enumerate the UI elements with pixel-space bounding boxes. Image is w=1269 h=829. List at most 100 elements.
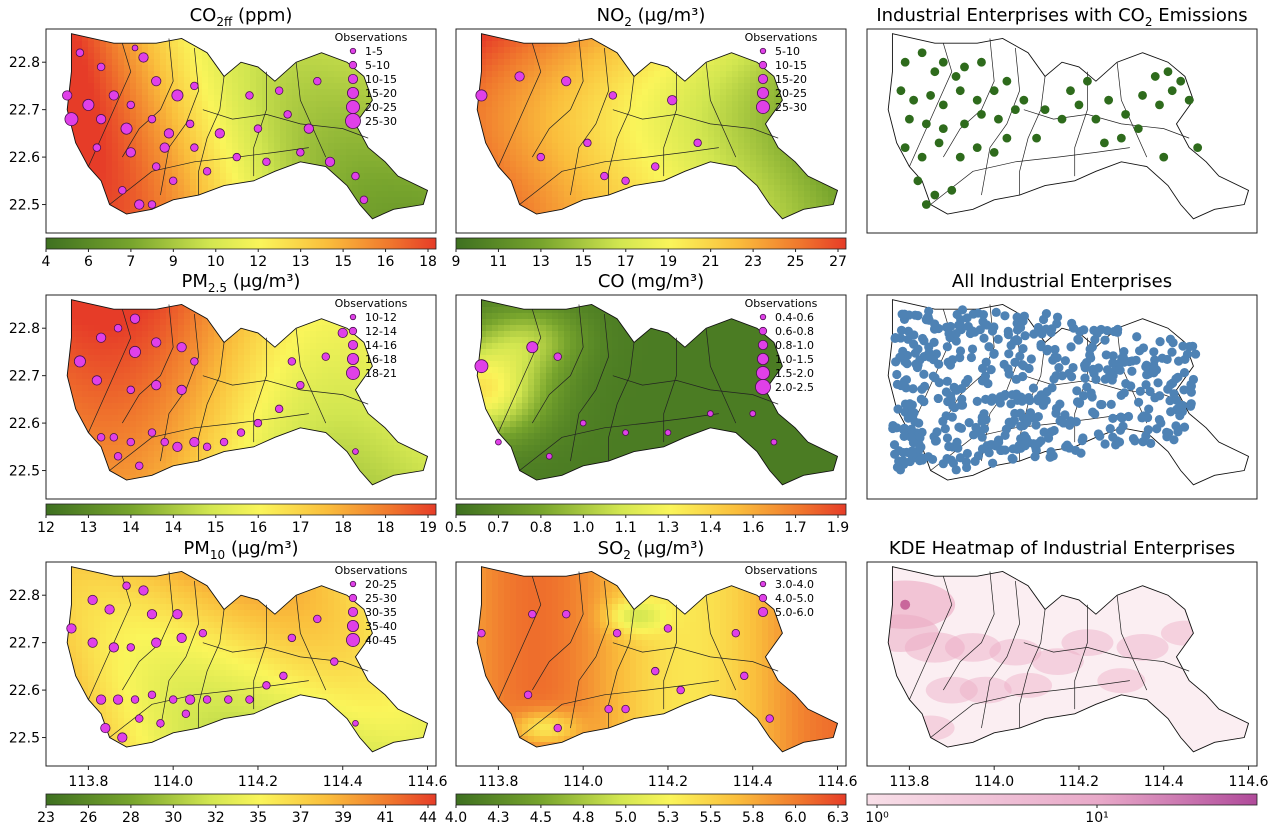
pm10-observation [130,695,140,704]
pm10-legend-label: 30-35 [365,606,397,619]
pm10-title: PM10 (μg/m³) [183,538,298,562]
co2ff-legend-marker [348,60,358,70]
pm10-district-boundary [160,580,199,729]
no2-observation [621,176,630,186]
co2ff-panel [42,28,437,252]
industrial_co2-point [977,109,986,119]
industrial_all-point [987,440,997,450]
y-tick-label: 22.6 [9,150,40,166]
kde-colorbar-tick: 10¹ [1085,810,1108,826]
industrial_co2-district-boundary [1019,76,1046,196]
y-tick-label: 22.6 [9,416,40,432]
industrial_co2-point [900,143,910,153]
x-tick-label: 114.4 [1144,774,1184,790]
industrial_all-point [1015,351,1025,361]
pm25-colorbar [45,503,437,516]
industrial_all-point [1186,387,1196,397]
no2-legend-marker [758,60,768,70]
industrial_all-point [1155,391,1165,401]
no2-colorbar-tick: 9 [452,254,461,270]
kde-district-boundary [1023,642,1190,672]
no2-legend-marker [756,100,770,114]
industrial_all-point [947,355,958,365]
x-tick-label: 113.8 [478,774,518,790]
x-tick-label: 114.4 [323,774,363,790]
industrial_all-point [1007,453,1017,463]
industrial_co2-point [960,119,969,129]
industrial_all-point [1153,378,1163,388]
co2ff-observation [138,52,149,63]
no2-colorbar-tick: 21 [702,254,720,270]
industrial_all-point [1108,413,1118,423]
industrial_all-point [1055,399,1065,409]
y-tick-label: 22.7 [9,103,40,119]
pm25-observation [96,433,106,442]
co2ff-observation [303,123,314,134]
co2ff-legend-marker [345,113,361,129]
pm10-legend-marker [348,593,358,603]
so2-observation [562,609,571,619]
industrial_co2-point [994,114,1003,124]
so2-colorbar [455,793,847,806]
industrial_all-point [999,359,1009,369]
industrial_all-point [1167,347,1177,357]
pm25-observation [109,433,119,442]
industrial_co2-point [1010,105,1020,115]
industrial_all-point [929,324,940,334]
industrial_co2-point [938,124,948,134]
x-tick-label: 113.8 [68,774,108,790]
industrial_all-point [1041,324,1051,334]
industrial_co2-point [1104,95,1114,105]
pm25-colorbar-tick: 18 [377,520,395,536]
industrial_co2-point [1167,86,1177,96]
so2-colorbar-tick: 5.5 [700,810,722,826]
industrial_all-point [1012,325,1023,335]
y-tick-label: 22.8 [9,321,40,337]
so2-observation [604,704,613,714]
industrial_all-point [991,307,1001,317]
industrial_all-point [1050,344,1060,355]
kde-hotspot [989,638,1042,666]
co-district-boundary [705,328,737,424]
kde-panel [866,561,1258,808]
industrial_all-point [1127,366,1137,376]
industrial_all-point [890,333,900,343]
co2ff-district-boundary [295,62,327,158]
industrial_all-point [993,334,1003,344]
kde-hotspot [1097,668,1146,694]
so2-district-boundary [519,680,719,738]
industrial_all-panel [866,294,1258,500]
co-legend-marker [755,379,771,395]
industrial_co2-point [977,57,986,67]
pm25-observation [129,313,141,324]
industrial_all-point [1029,329,1039,339]
pm10-observation [151,637,162,648]
pm10-observation [185,694,196,705]
industrial_all-point [1126,381,1136,391]
so2-observation [651,666,660,676]
pm25-observation [96,332,107,343]
industrial_all-point [1134,346,1145,356]
industrial_all-point [1146,438,1156,448]
industrial_co2-point [1057,114,1067,124]
industrial_all-point [998,445,1008,455]
no2-colorbar-tick: 27 [829,254,847,270]
no2-observation [475,89,488,102]
industrial_all-point [1007,390,1018,400]
industrial_all-point [951,465,961,475]
co2ff-colorbar-tick: 9 [169,254,178,270]
so2-outline [476,566,839,753]
pm10-observation [352,720,359,727]
industrial_all-point [1157,353,1167,363]
industrial_all-point [1042,346,1052,356]
pm10-colorbar-tick: 26 [80,810,98,826]
co-observation [770,438,778,446]
x-tick-label: 114.2 [648,774,688,790]
industrial_all-point [1106,370,1117,380]
industrial_co2-point [1193,143,1203,153]
no2-district-boundary [608,76,635,196]
no2-observation [536,152,545,162]
so2-observation [612,628,622,638]
so2-observation [676,685,685,695]
industrial_all-point [903,326,914,336]
